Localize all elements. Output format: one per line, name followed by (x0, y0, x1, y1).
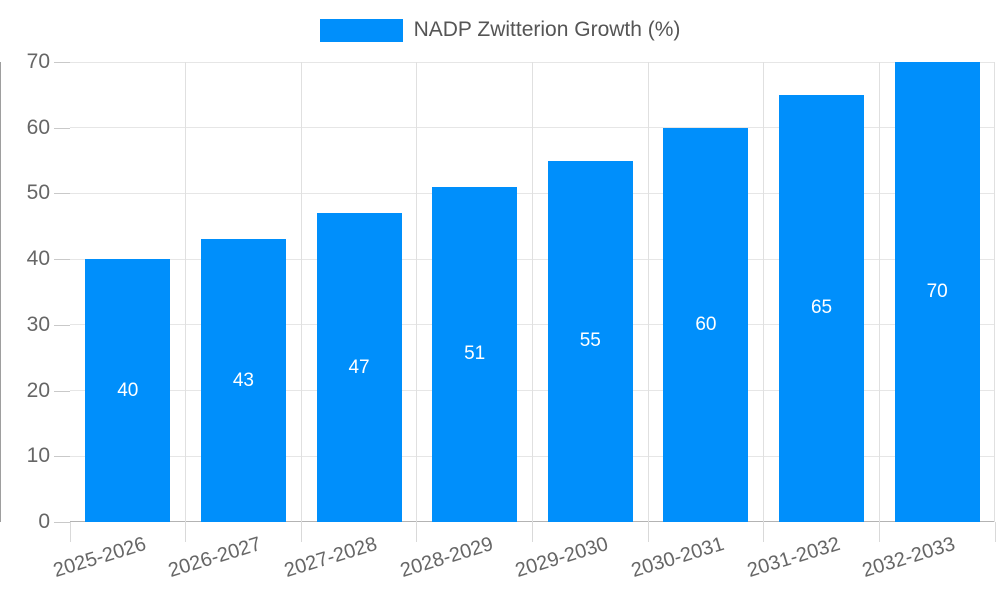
y-tick (54, 193, 70, 195)
y-tick (54, 456, 70, 458)
bar[interactable] (663, 127, 749, 522)
y-tick (54, 127, 70, 129)
bar[interactable] (894, 62, 980, 522)
bar-value-label: 40 (117, 379, 139, 401)
x-tick (69, 522, 71, 542)
y-axis-line (0, 62, 1, 522)
gridline (993, 62, 995, 522)
gridline (532, 62, 533, 522)
bar[interactable] (547, 160, 633, 522)
bar[interactable] (316, 213, 402, 522)
legend-swatch-icon (319, 18, 403, 42)
legend[interactable]: NADP Zwitterion Growth (%) (0, 18, 1000, 42)
x-tick (300, 522, 302, 542)
gridline (763, 62, 765, 522)
bar-value-label: 55 (579, 330, 601, 352)
y-tick (54, 522, 70, 523)
x-tick (763, 522, 765, 542)
bar[interactable] (779, 94, 865, 522)
y-tick (54, 62, 70, 63)
bar-value-label: 47 (348, 356, 370, 378)
bar-value-label: 43 (232, 369, 254, 391)
y-tick (54, 259, 70, 261)
bar-value-label: 60 (695, 313, 717, 335)
plot-area: 40 43 47 51 55 60 65 70 (70, 61, 995, 522)
bar[interactable] (432, 186, 518, 522)
bar[interactable] (200, 239, 286, 522)
y-axis-label: 20 (26, 378, 50, 402)
bar-value-label: 70 (926, 281, 948, 302)
x-tick (994, 522, 996, 542)
bar[interactable] (85, 259, 171, 522)
x-tick (416, 522, 418, 542)
y-tick (54, 324, 70, 326)
gridline (300, 62, 302, 522)
y-axis-label: 0 (38, 510, 50, 533)
y-axis-label: 10 (26, 444, 50, 468)
x-tick (185, 522, 187, 542)
y-axis-label: 30 (26, 312, 50, 336)
gridline (416, 62, 418, 522)
gridline (878, 62, 880, 522)
y-tick (54, 390, 70, 392)
x-tick (878, 522, 880, 542)
y-axis-label: 70 (26, 50, 50, 73)
y-axis-label: 40 (26, 247, 50, 271)
gridline (185, 62, 187, 522)
bar-value-label: 51 (464, 343, 486, 365)
gridline (647, 62, 649, 522)
x-tick (532, 522, 533, 542)
legend-label: NADP Zwitterion Growth (%) (413, 18, 681, 41)
y-axis-label: 50 (26, 181, 50, 205)
bar-value-label: 65 (810, 297, 833, 319)
x-tick (647, 522, 649, 542)
y-axis-label: 60 (26, 115, 50, 139)
